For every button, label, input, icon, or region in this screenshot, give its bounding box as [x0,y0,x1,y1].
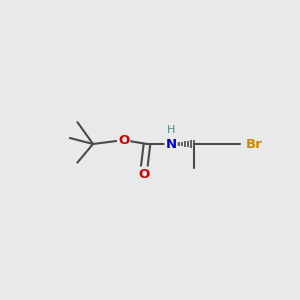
Text: N: N [165,137,177,151]
Text: H: H [167,124,175,135]
Text: Br: Br [245,137,262,151]
Text: O: O [118,134,129,147]
Text: O: O [138,167,150,181]
